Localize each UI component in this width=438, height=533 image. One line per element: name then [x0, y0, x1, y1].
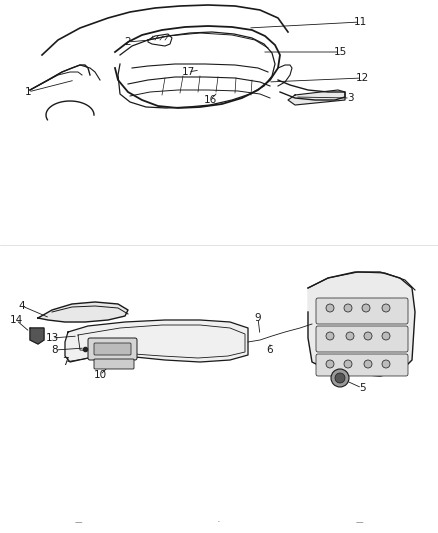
Circle shape	[364, 360, 372, 368]
Text: 17: 17	[181, 67, 194, 77]
FancyBboxPatch shape	[94, 343, 131, 355]
Circle shape	[331, 369, 349, 387]
Circle shape	[335, 373, 345, 383]
Text: ·: ·	[217, 517, 221, 527]
Circle shape	[344, 304, 352, 312]
FancyBboxPatch shape	[94, 359, 134, 369]
Polygon shape	[38, 302, 128, 322]
Text: 12: 12	[355, 73, 369, 83]
Text: 1: 1	[25, 87, 31, 97]
Text: 7: 7	[62, 357, 68, 367]
Circle shape	[346, 332, 354, 340]
Circle shape	[344, 360, 352, 368]
Polygon shape	[288, 90, 345, 105]
Polygon shape	[65, 320, 248, 362]
Polygon shape	[30, 328, 44, 344]
Circle shape	[362, 304, 370, 312]
Text: 2: 2	[125, 37, 131, 47]
Text: 14: 14	[9, 315, 23, 325]
Text: 9: 9	[254, 313, 261, 323]
Circle shape	[364, 332, 372, 340]
Circle shape	[326, 332, 334, 340]
Text: —: —	[75, 518, 83, 527]
Circle shape	[382, 304, 390, 312]
Text: 8: 8	[52, 345, 58, 355]
Circle shape	[382, 332, 390, 340]
Circle shape	[326, 360, 334, 368]
Circle shape	[382, 360, 390, 368]
FancyBboxPatch shape	[316, 354, 408, 376]
Text: —: —	[355, 518, 363, 527]
Text: 16: 16	[203, 95, 217, 105]
Polygon shape	[308, 272, 415, 376]
FancyBboxPatch shape	[316, 326, 408, 352]
Text: 13: 13	[46, 333, 59, 343]
Circle shape	[326, 304, 334, 312]
FancyBboxPatch shape	[316, 298, 408, 324]
Text: 6: 6	[267, 345, 273, 355]
Text: 5: 5	[359, 383, 365, 393]
FancyBboxPatch shape	[88, 338, 137, 360]
Text: 15: 15	[333, 47, 346, 57]
Text: 10: 10	[93, 370, 106, 380]
Text: 11: 11	[353, 17, 367, 27]
Text: 4: 4	[19, 301, 25, 311]
Text: 3: 3	[347, 93, 353, 103]
